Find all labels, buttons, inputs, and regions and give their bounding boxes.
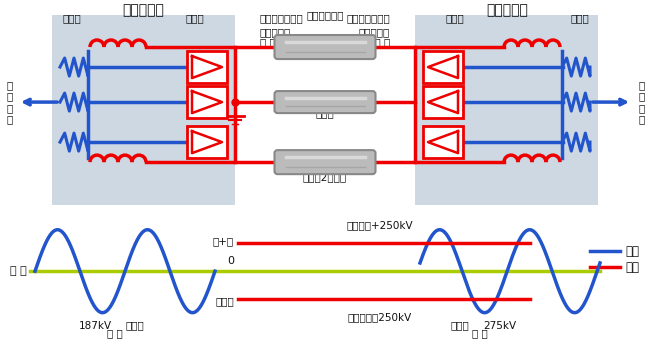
- Text: バ ル ブ: バ ル ブ: [260, 37, 285, 47]
- Text: 上北変換所: 上北変換所: [486, 3, 528, 17]
- Text: バルブ: バルブ: [450, 321, 469, 331]
- Text: サイリスタ: サイリスタ: [359, 27, 390, 37]
- FancyBboxPatch shape: [274, 35, 376, 59]
- Text: 変圧器: 変圧器: [571, 13, 590, 23]
- Text: 電 圧: 電 圧: [10, 266, 27, 276]
- FancyBboxPatch shape: [274, 91, 376, 113]
- Text: 直流電圧+250kV: 直流電圧+250kV: [346, 220, 413, 230]
- Text: 直流: 直流: [625, 261, 639, 274]
- Bar: [187, 126, 227, 158]
- Text: 275kV: 275kV: [484, 321, 517, 331]
- Text: 変圧器: 変圧器: [62, 13, 81, 23]
- Text: 函館変換所: 函館変換所: [122, 3, 164, 17]
- Text: 帰路線: 帰路線: [316, 108, 334, 118]
- Text: 本線（1号線）: 本線（1号線）: [303, 48, 347, 58]
- Text: 交
流
系
統: 交 流 系 統: [639, 80, 645, 124]
- Text: 架空線: 架空線: [186, 13, 204, 23]
- Bar: [415, 15, 598, 205]
- Bar: [52, 15, 235, 205]
- Text: 直流電圧－250kV: 直流電圧－250kV: [348, 312, 412, 322]
- FancyBboxPatch shape: [274, 150, 376, 174]
- Bar: [187, 51, 227, 83]
- Text: サイリスタ: サイリスタ: [260, 27, 291, 37]
- Text: （+）: （+）: [213, 236, 234, 246]
- Text: 交
流
系
統: 交 流 系 統: [7, 80, 13, 124]
- Text: 0: 0: [227, 256, 234, 266]
- Text: 架空線: 架空線: [446, 13, 464, 23]
- Bar: [423, 126, 463, 158]
- Bar: [423, 86, 463, 118]
- Text: バ ル ブ: バ ル ブ: [365, 37, 390, 47]
- Text: 電 圧: 電 圧: [107, 328, 123, 339]
- Bar: [187, 86, 227, 118]
- Text: 直流リアクトル: 直流リアクトル: [260, 13, 304, 23]
- Text: 本線（2号線）: 本線（2号線）: [303, 172, 347, 182]
- Text: （－）: （－）: [215, 297, 234, 306]
- Text: 交流: 交流: [625, 245, 639, 258]
- Text: バルブ: バルブ: [125, 321, 144, 331]
- Text: 電 圧: 電 圧: [472, 328, 488, 339]
- Bar: [423, 51, 463, 83]
- Text: 187kV: 187kV: [79, 321, 112, 331]
- Text: 海底ケーブル: 海底ケーブル: [306, 10, 344, 20]
- Text: 直流リアクトル: 直流リアクトル: [346, 13, 390, 23]
